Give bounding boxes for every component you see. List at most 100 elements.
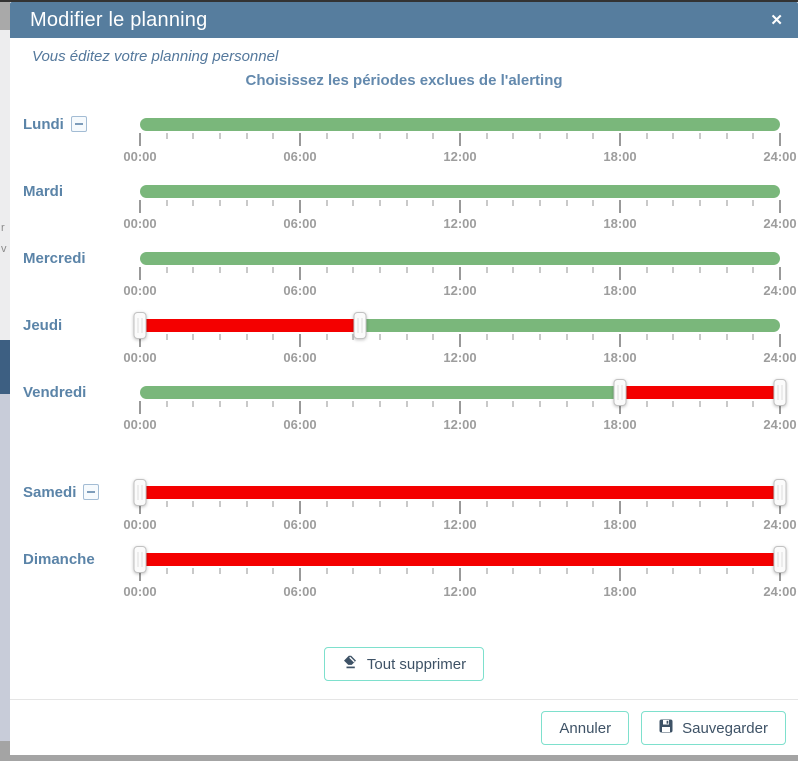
page-top-edge [0, 0, 798, 2]
close-icon[interactable]: ✕ [770, 11, 783, 29]
tick-mark [192, 200, 195, 206]
tick-mark [699, 501, 701, 507]
tick-label: 18:00 [603, 517, 637, 532]
cancel-button[interactable]: Annuler [541, 711, 630, 745]
tick-mark [325, 133, 328, 139]
background-panel-fragment [0, 394, 10, 741]
background-panel-fragment [0, 2, 10, 30]
tick-mark [512, 401, 515, 407]
tick-mark [512, 200, 515, 206]
tick-mark [165, 401, 168, 407]
slider-handle[interactable] [133, 312, 147, 339]
tick-mark [432, 501, 435, 507]
edit-planning-modal: Modifier le planning ✕ Vous éditez votre… [10, 2, 798, 755]
tick-mark [539, 568, 541, 574]
tick-mark [245, 200, 248, 206]
time-range-slider[interactable]: 00:00 06:00 12:00 18:00 24:00 [123, 479, 797, 534]
remove-day-periods-icon[interactable] [83, 484, 100, 500]
slider-handle[interactable] [133, 479, 147, 506]
tick-mark [592, 334, 595, 340]
schedule-rows: Lundi 00:00 06:00 12:00 18:00 24:00 Mardi 00:00… [10, 103, 798, 605]
tick-mark [645, 334, 648, 340]
tick-mark [592, 401, 595, 407]
tick-label: 12:00 [443, 283, 477, 298]
tick-mark [165, 267, 168, 273]
day-row: Jeudi 00:00 06:00 12:00 18:00 24:00 [10, 304, 798, 371]
tick-mark [352, 334, 355, 340]
slider-handle[interactable] [773, 379, 787, 406]
tick-mark [192, 267, 195, 273]
tick-mark [485, 501, 488, 507]
save-button[interactable]: Sauvegarder [641, 711, 786, 745]
slider-handle[interactable] [353, 312, 367, 339]
tick-mark [699, 133, 701, 139]
tick-mark [325, 200, 328, 206]
tick-mark [272, 267, 275, 273]
tick-label: 18:00 [603, 584, 637, 599]
tick-label: 24:00 [763, 216, 797, 231]
tick-mark [672, 133, 675, 139]
time-range-slider[interactable]: 00:00 06:00 12:00 18:00 24:00 [123, 185, 797, 233]
eraser-icon [342, 654, 358, 674]
period-segment-excluded [140, 319, 360, 332]
tick-mark [219, 267, 221, 273]
tick-label: 06:00 [283, 149, 317, 164]
day-label-wrap: Vendredi [23, 384, 140, 438]
tick-label: 06:00 [283, 584, 317, 599]
tick-mark [725, 334, 728, 340]
tick-mark [592, 501, 595, 507]
tick-mark [752, 267, 755, 273]
tick-label: 00:00 [123, 350, 157, 365]
time-range-slider[interactable]: 00:00 06:00 12:00 18:00 24:00 [123, 252, 797, 300]
tick-mark [165, 200, 168, 206]
remove-day-periods-icon[interactable] [70, 116, 87, 132]
slider-bar [140, 118, 780, 131]
tick-mark [379, 334, 381, 340]
tick-mark [139, 133, 141, 146]
tick-mark [192, 133, 195, 139]
tick-mark [619, 133, 621, 146]
tick-label: 24:00 [763, 417, 797, 432]
tick-mark [752, 200, 755, 206]
tick-mark [432, 334, 435, 340]
tick-mark [565, 133, 568, 139]
tick-mark [752, 133, 755, 139]
slider-handle[interactable] [613, 379, 627, 406]
tick-mark [272, 200, 275, 206]
time-range-slider[interactable]: 00:00 06:00 12:00 18:00 24:00 [123, 312, 797, 367]
slider-bar [140, 252, 780, 265]
tick-mark [779, 133, 781, 146]
day-label-wrap: Jeudi [23, 317, 140, 371]
tick-label: 00:00 [123, 149, 157, 164]
time-range-slider[interactable]: 00:00 06:00 12:00 18:00 24:00 [123, 118, 797, 166]
tick-mark [245, 334, 248, 340]
tick-mark [565, 501, 568, 507]
tick-mark [592, 267, 595, 273]
slider-bar [140, 386, 780, 399]
tick-mark [379, 267, 381, 273]
tick-mark [725, 267, 728, 273]
slider-handle[interactable] [773, 546, 787, 573]
slider-handle[interactable] [133, 546, 147, 573]
clear-all-button[interactable]: Tout supprimer [323, 647, 485, 681]
tick-mark [432, 267, 435, 273]
tick-mark [645, 200, 648, 206]
day-label: Jeudi [23, 317, 63, 334]
tick-label: 18:00 [603, 216, 637, 231]
tick-mark [539, 334, 541, 340]
tick-mark [165, 334, 168, 340]
tick-mark [485, 401, 488, 407]
tick-mark [219, 133, 221, 139]
day-label-wrap: Dimanche [23, 551, 140, 605]
tick-label: 00:00 [123, 283, 157, 298]
tick-label: 12:00 [443, 350, 477, 365]
slider-handle[interactable] [773, 479, 787, 506]
time-range-slider[interactable]: 00:00 06:00 12:00 18:00 24:00 [123, 379, 797, 434]
tick-mark [565, 334, 568, 340]
tick-mark [192, 568, 195, 574]
time-range-slider[interactable]: 00:00 06:00 12:00 18:00 24:00 [123, 546, 797, 601]
tick-mark [459, 133, 461, 146]
tick-mark [619, 501, 621, 514]
tick-mark [272, 133, 275, 139]
tick-mark [299, 501, 301, 514]
